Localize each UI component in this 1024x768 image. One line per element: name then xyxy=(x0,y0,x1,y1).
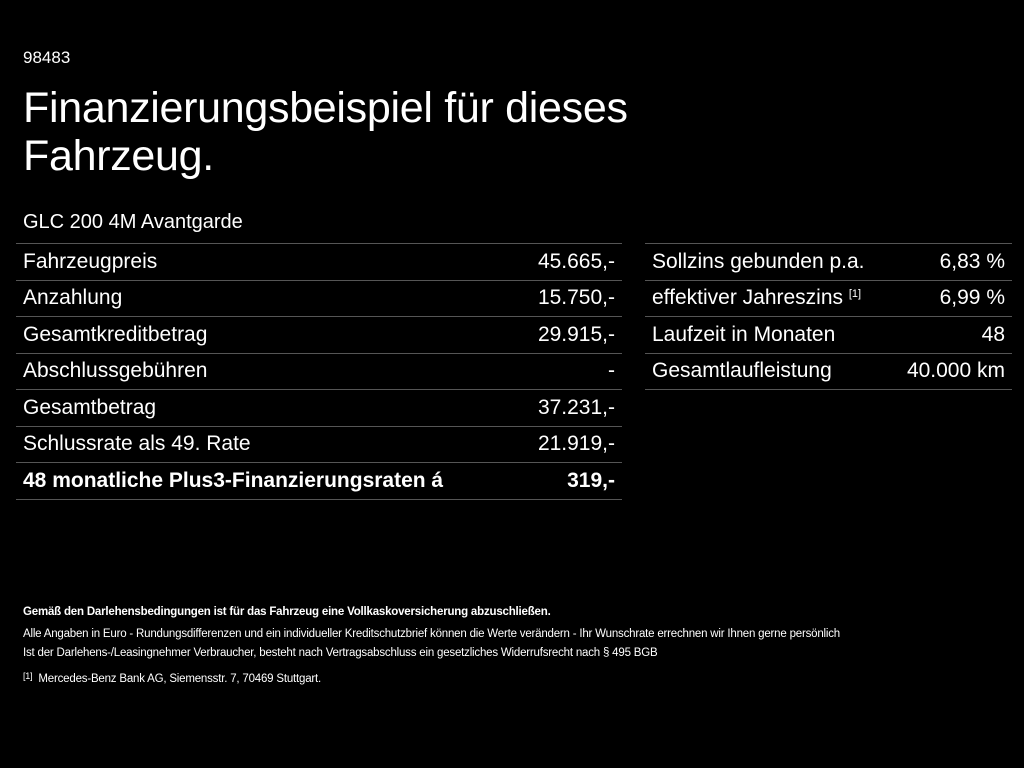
row-label: effektiver Jahreszins [1] xyxy=(645,279,891,317)
row-value: 48 xyxy=(890,316,1012,354)
monthly-rate-row: 48 monatliche Plus3-Finanzierungsraten á… xyxy=(16,462,622,500)
row-label-text: effektiver Jahreszins xyxy=(652,286,844,310)
title-line-2: Fahrzeug. xyxy=(23,132,214,180)
footnote-ref: [1] xyxy=(848,288,862,301)
table-row: Gesamtlaufleistung 40.000 km xyxy=(645,352,1012,390)
table-row: Abschlussgebühren - xyxy=(16,352,622,390)
interest-table: Sollzins gebunden p.a. 6,83 % effektiver … xyxy=(645,243,1012,390)
row-value: 45.665,- xyxy=(516,243,622,281)
row-value: 6,99 % xyxy=(890,279,1012,317)
row-label: Anzahlung xyxy=(16,279,517,317)
row-label: 48 monatliche Plus3-Finanzierungsraten á xyxy=(16,462,517,500)
row-value: 40.000 km xyxy=(890,352,1012,390)
row-label: Schlussrate als 49. Rate xyxy=(16,425,517,463)
row-label: Abschlussgebühren xyxy=(16,352,517,390)
table-row: effektiver Jahreszins [1] 6,99 % xyxy=(645,279,1012,317)
title-line-1: Finanzierungsbeispiel für dieses xyxy=(23,84,628,132)
footnote-marker: [1] xyxy=(23,671,33,681)
row-value: 319,- xyxy=(516,462,622,500)
withdrawal-note: Ist der Darlehens-/Leasingnehmer Verbrau… xyxy=(23,647,658,659)
row-label: Gesamtlaufleistung xyxy=(645,352,891,390)
row-value: 6,83 % xyxy=(890,243,1012,281)
row-label: Sollzins gebunden p.a. xyxy=(645,243,891,281)
financing-table: Fahrzeugpreis 45.665,- Anzahlung 15.750,- … xyxy=(16,243,622,500)
row-value: 29.915,- xyxy=(516,316,622,354)
row-label: Fahrzeugpreis xyxy=(16,243,517,281)
row-value: 21.919,- xyxy=(516,425,622,463)
vehicle-model: GLC 200 4M Avantgarde xyxy=(23,211,243,233)
table-row: Anzahlung 15.750,- xyxy=(16,279,622,317)
table-row: Sollzins gebunden p.a. 6,83 % xyxy=(645,243,1012,281)
table-row: Fahrzeugpreis 45.665,- xyxy=(16,243,622,281)
disclaimer: Alle Angaben in Euro - Rundungsdifferenz… xyxy=(23,628,840,640)
footnote-text: Mercedes-Benz Bank AG, Siemensstr. 7, 70… xyxy=(38,673,322,685)
page-title: Finanzierungsbeispiel für dieses Fahrzeug… xyxy=(23,84,628,180)
row-value: - xyxy=(516,352,622,390)
footnote: [1] Mercedes-Benz Bank AG, Siemensstr. 7,… xyxy=(23,671,321,685)
insurance-note: Gemäß den Darlehensbedingungen ist für d… xyxy=(23,606,551,618)
table-row: Gesamtkreditbetrag 29.915,- xyxy=(16,316,622,354)
row-value: 15.750,- xyxy=(516,279,622,317)
row-label: Laufzeit in Monaten xyxy=(645,316,891,354)
table-row: Schlussrate als 49. Rate 21.919,- xyxy=(16,425,622,463)
row-label: Gesamtbetrag xyxy=(16,389,517,427)
row-label: Gesamtkreditbetrag xyxy=(16,316,517,354)
offer-code: 98483 xyxy=(23,48,71,67)
table-row: Gesamtbetrag 37.231,- xyxy=(16,389,622,427)
table-row: Laufzeit in Monaten 48 xyxy=(645,316,1012,354)
row-value: 37.231,- xyxy=(516,389,622,427)
